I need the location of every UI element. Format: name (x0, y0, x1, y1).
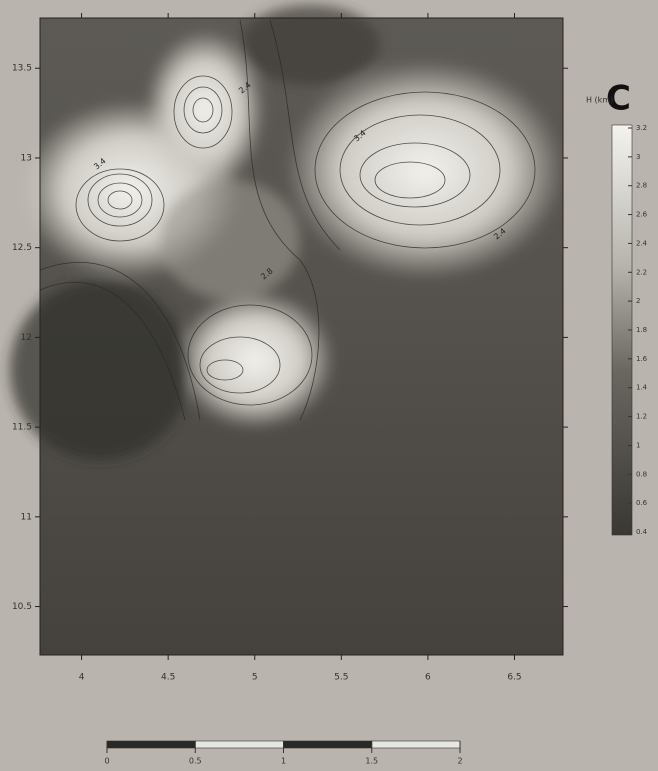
contour-field (10, 5, 565, 655)
x-tick-label: 5.5 (334, 673, 348, 683)
colorbar-tick-label: 1.4 (636, 384, 648, 392)
y-tick-label: 12.5 (12, 243, 32, 253)
colorbar-tick-label: 2.4 (636, 239, 648, 247)
scalebar-label: 2 (457, 757, 462, 766)
y-tick-label: 13.5 (12, 64, 32, 74)
scalebar-segment (195, 741, 283, 748)
colorbar-tick-label: 3.2 (636, 124, 647, 132)
colorbar-tick-label: 2.6 (636, 211, 648, 219)
x-tick-label: 4.5 (161, 673, 175, 683)
y-tick-label: 11 (21, 512, 32, 522)
scalebar-segment (284, 741, 372, 748)
scalebar-label: 1.5 (365, 757, 378, 766)
figure: C H (km) 44.555.566.510.51111.51212.5131… (0, 0, 658, 771)
scalebar-segment (372, 741, 460, 748)
x-tick-label: 6 (425, 673, 431, 683)
scalebar-segment (107, 741, 195, 748)
colorbar-tick-label: 2 (636, 297, 640, 305)
colorbar-tick-label: 1.2 (636, 413, 647, 421)
colorbar-tick-label: 1 (636, 441, 640, 449)
colorbar-tick-label: 3 (636, 153, 640, 161)
colorbar-tick-label: 1.8 (636, 326, 647, 334)
x-tick-label: 4 (79, 673, 85, 683)
x-tick-label: 6.5 (507, 673, 521, 683)
y-tick-label: 13 (21, 153, 32, 163)
colorbar-tick-label: 0.4 (636, 528, 648, 536)
scalebar-label: 1 (281, 757, 286, 766)
y-tick-label: 10.5 (12, 602, 32, 612)
y-tick-label: 12 (21, 333, 32, 343)
colorbar-tick-label: 0.6 (636, 499, 648, 507)
colorbar-tick-label: 2.2 (636, 268, 647, 276)
scalebar-label: 0.5 (189, 757, 202, 766)
colorbar-tick-label: 1.6 (636, 355, 648, 363)
colorbar-label: H (km) (586, 96, 613, 105)
colorbar-tick-label: 0.8 (636, 470, 647, 478)
colorbar-tick-label: 2.8 (636, 182, 647, 190)
x-tick-label: 5 (252, 673, 258, 683)
y-tick-label: 11.5 (12, 423, 32, 433)
scalebar-label: 0 (104, 757, 109, 766)
